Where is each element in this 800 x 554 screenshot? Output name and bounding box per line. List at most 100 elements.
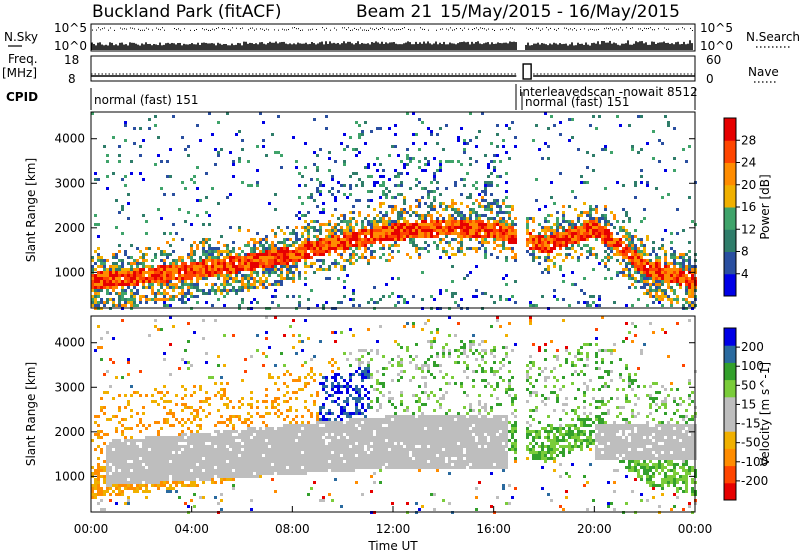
nsearch-dot [264, 29, 265, 31]
nsearch-dot [532, 29, 533, 31]
nsearch-dot [110, 27, 111, 29]
nsearch-dot [282, 28, 283, 30]
velocity-colorbar-tick: -200 [741, 474, 768, 488]
nsearch-dot [542, 28, 543, 30]
velocity-colorbar-swatch [724, 431, 736, 449]
nsearch-dot [194, 29, 195, 31]
nsearch-dot [134, 28, 135, 30]
nsearch-dot [638, 28, 639, 30]
nsearch-dot [180, 29, 181, 31]
power-ytick-label: 2000 [54, 221, 85, 235]
nsearch-dot [266, 28, 267, 30]
nsearch-dot [98, 27, 99, 29]
nsearch-dot [594, 29, 595, 31]
velocity-colorbar-tick: 50 [741, 378, 756, 392]
nsearch-dot [404, 27, 405, 29]
nsearch-dot [388, 28, 389, 30]
nsearch-dot [486, 29, 487, 31]
nsearch-dot [450, 27, 451, 29]
nsearch-dot [278, 29, 279, 31]
cpid-label: CPID [6, 90, 38, 104]
power-colorbar-tick: 20 [741, 178, 756, 192]
nsearch-dot [454, 29, 455, 31]
nsearch-dot [100, 29, 101, 31]
nsearch-dot [232, 27, 233, 29]
nsearch-dot [462, 29, 463, 31]
nsearch-dot [322, 27, 323, 29]
nsearch-dot [92, 29, 93, 31]
nsearch-dot [102, 28, 103, 30]
nsearch-dot [630, 28, 631, 30]
nsearch-dot [324, 29, 325, 31]
nsearch-dot [204, 29, 205, 31]
nsearch-dot [374, 29, 375, 31]
nsearch-dot [126, 28, 127, 30]
freq-interleaved-block [522, 63, 532, 80]
nsearch-dot [394, 29, 395, 31]
nsearch-dot [446, 28, 447, 30]
nsearch-dot [274, 29, 275, 31]
nsearch-dot [352, 29, 353, 31]
nsky-label: N.Sky [4, 30, 38, 44]
nsearch-dot [456, 28, 457, 30]
nsearch-dot [484, 28, 485, 30]
nsearch-dot [206, 28, 207, 30]
velocity-colorbar-tick: -15 [741, 417, 761, 431]
time-tick-label: 16:00 [476, 522, 511, 536]
power-colorbar-tick: 28 [741, 133, 756, 147]
nsearch-dot [514, 29, 515, 31]
nsearch-dot [620, 27, 621, 29]
nsearch-dot [596, 29, 597, 31]
nsearch-dot [424, 28, 425, 30]
nsearch-dot [262, 28, 263, 30]
nsearch-dot [512, 27, 513, 29]
nsearch-dot [678, 28, 679, 30]
velocity-colorbar-swatch [724, 448, 736, 467]
nsearch-dot [260, 28, 261, 30]
nsearch-dot [640, 28, 641, 30]
nsearch-dot [684, 28, 685, 30]
nsearch-dot [104, 27, 105, 29]
nsearch-dot [336, 29, 337, 31]
nsearch-dot [550, 27, 551, 29]
nsearch-dot [372, 28, 373, 30]
time-tick-label: 00:00 [678, 522, 713, 536]
nsearch-dot [348, 27, 349, 29]
nsearch-dot [122, 28, 123, 30]
nsearch-dot [218, 27, 219, 29]
nsearch-dot [564, 27, 565, 29]
nsearch-dot [548, 29, 549, 31]
nsearch-dot [222, 28, 223, 30]
velocity-colorbar-tick: -50 [741, 436, 761, 450]
nsearch-dot [138, 28, 139, 30]
power-ytick-label: 3000 [54, 176, 85, 190]
velocity-colorbar-swatch [724, 345, 736, 363]
nsearch-dot [588, 29, 589, 31]
freq-unit: [MHz] [2, 66, 37, 80]
nsearch-dot [476, 27, 477, 29]
nsearch-dot [364, 29, 365, 31]
nsearch-dot [240, 28, 241, 30]
nsearch-dot [452, 29, 453, 31]
nsearch-dot [210, 29, 211, 31]
nsearch-dot [250, 27, 251, 29]
nsky-panel: N.Sky 10^5 10^0 10^5 10^0 N.Search [4, 21, 800, 53]
power-colorbar-tick: 24 [741, 156, 756, 170]
nsearch-dot [530, 27, 531, 29]
velocity-colorbar-swatch [724, 396, 736, 415]
nsearch-dot [538, 27, 539, 29]
velocity-colorbar-label: Velocity [m s^-1] [758, 362, 772, 466]
time-tick-label: 04:00 [174, 522, 209, 536]
nsearch-dot [668, 28, 669, 30]
nsearch-dot [358, 29, 359, 31]
nsearch-dot [422, 28, 423, 30]
nsearch-dot [492, 28, 493, 30]
n-tick-bottom-right: 10^0 [700, 39, 733, 53]
nsearch-dot [350, 29, 351, 31]
nsearch-dot [230, 29, 231, 31]
nsearch-dot [646, 28, 647, 30]
nsearch-dot [360, 27, 361, 29]
nsearch-dot [494, 29, 495, 31]
nsearch-dot [316, 29, 317, 31]
beam-label: Beam 21 [356, 2, 432, 22]
